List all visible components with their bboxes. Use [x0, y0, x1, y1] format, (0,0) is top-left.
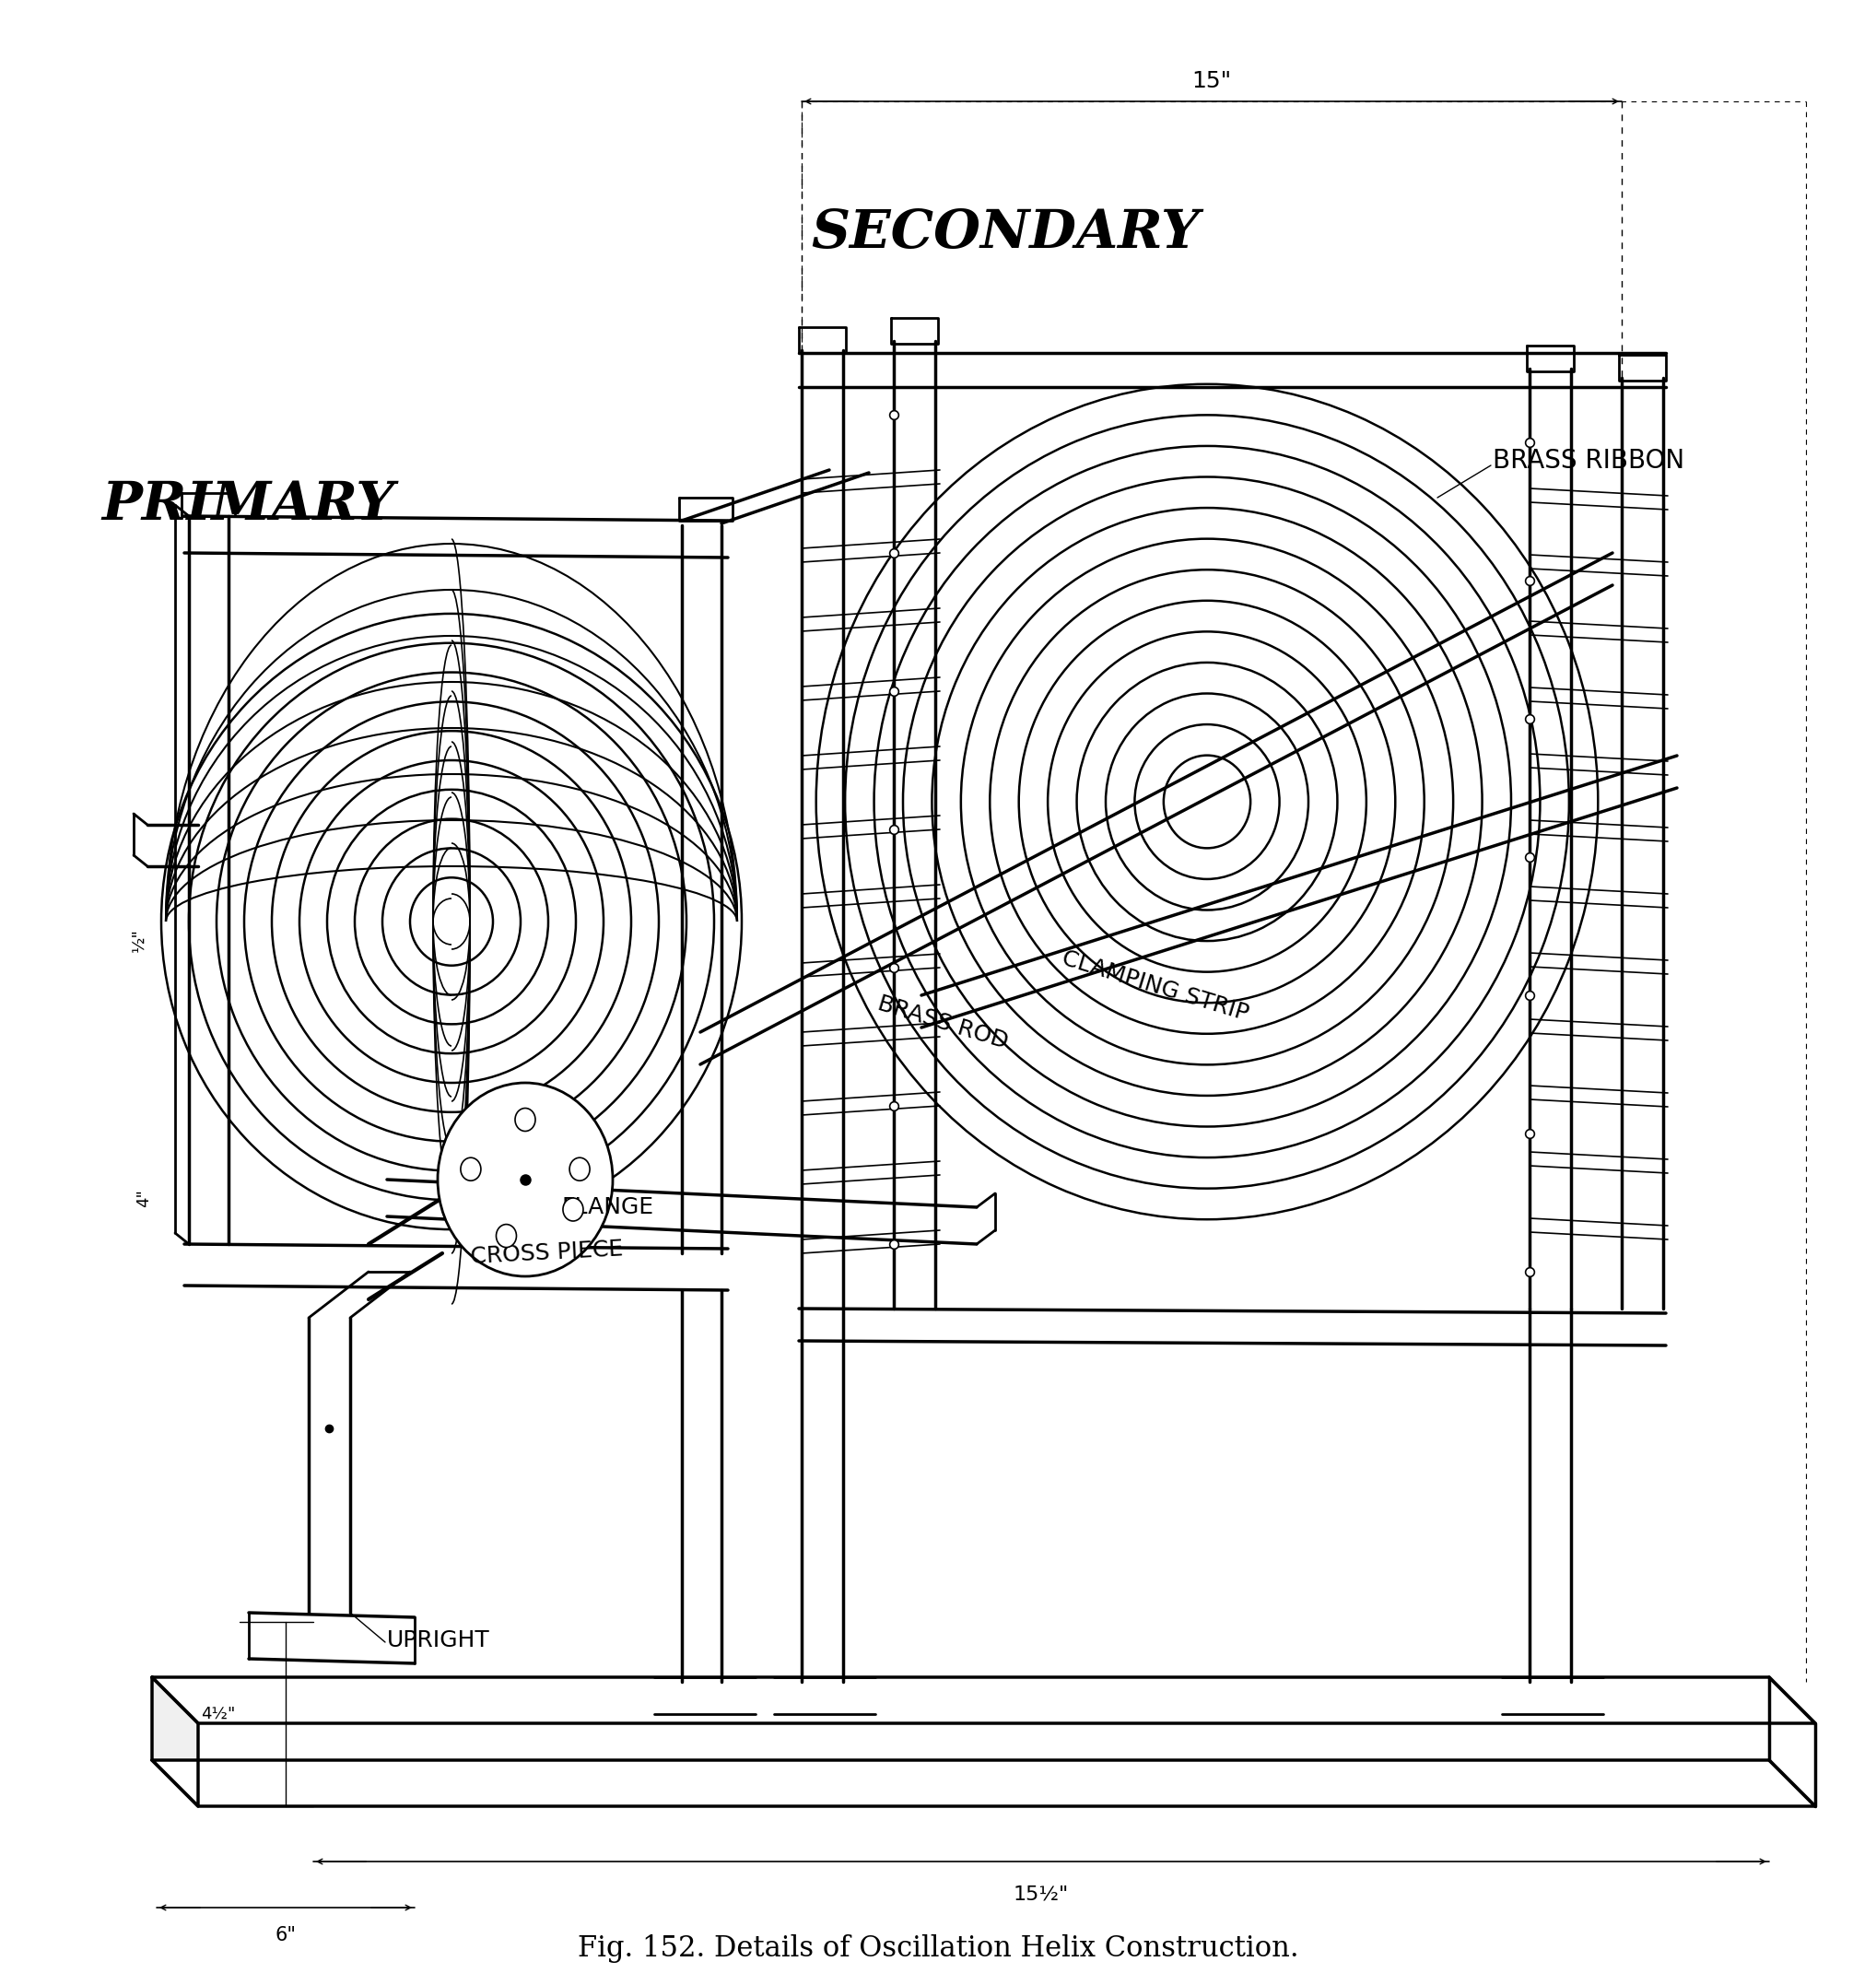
Ellipse shape — [563, 1199, 583, 1221]
Text: 4½": 4½" — [201, 1705, 234, 1723]
Ellipse shape — [461, 1157, 480, 1181]
Polygon shape — [152, 1677, 199, 1806]
Text: 15": 15" — [1191, 69, 1231, 91]
Text: CLAMPING STRIP: CLAMPING STRIP — [1060, 947, 1251, 1024]
Text: ½": ½" — [131, 929, 148, 953]
Text: CROSS PIECE: CROSS PIECE — [469, 1239, 623, 1268]
Text: 6": 6" — [276, 1925, 296, 1945]
Text: PRIMARY: PRIMARY — [101, 478, 394, 532]
Polygon shape — [1527, 345, 1574, 371]
Ellipse shape — [495, 1225, 516, 1247]
Polygon shape — [1619, 355, 1666, 381]
Ellipse shape — [570, 1157, 589, 1181]
Ellipse shape — [516, 1108, 535, 1131]
Text: 4": 4" — [135, 1189, 152, 1207]
Polygon shape — [799, 328, 846, 353]
Polygon shape — [182, 492, 234, 516]
Polygon shape — [152, 1677, 1816, 1723]
Text: UPRIGHT: UPRIGHT — [386, 1630, 490, 1652]
Ellipse shape — [437, 1082, 613, 1276]
Polygon shape — [152, 1761, 1816, 1806]
Polygon shape — [891, 318, 938, 343]
Text: 15½": 15½" — [1013, 1884, 1069, 1904]
Polygon shape — [679, 498, 732, 520]
Text: BRASS ROD: BRASS ROD — [876, 992, 1011, 1054]
Text: Fig. 152. Details of Oscillation Helix Construction.: Fig. 152. Details of Oscillation Helix C… — [578, 1933, 1298, 1963]
Text: FLANGE: FLANGE — [563, 1197, 655, 1219]
Text: SECONDARY: SECONDARY — [810, 206, 1199, 260]
Text: BRASS RIBBON: BRASS RIBBON — [1493, 449, 1685, 474]
